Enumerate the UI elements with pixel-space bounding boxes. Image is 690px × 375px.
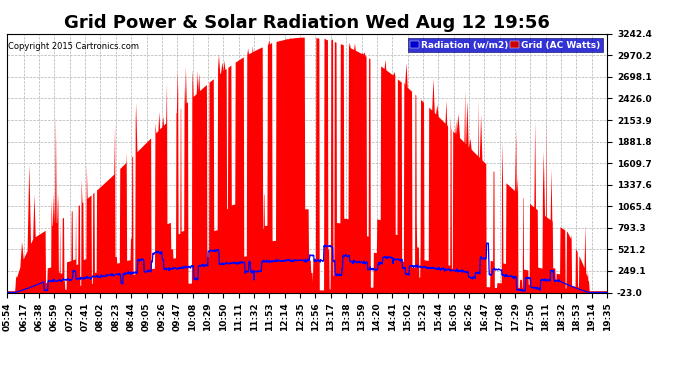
- Text: Copyright 2015 Cartronics.com: Copyright 2015 Cartronics.com: [8, 42, 139, 51]
- Title: Grid Power & Solar Radiation Wed Aug 12 19:56: Grid Power & Solar Radiation Wed Aug 12 …: [64, 14, 550, 32]
- Legend: Radiation (w/m2), Grid (AC Watts): Radiation (w/m2), Grid (AC Watts): [408, 38, 602, 52]
